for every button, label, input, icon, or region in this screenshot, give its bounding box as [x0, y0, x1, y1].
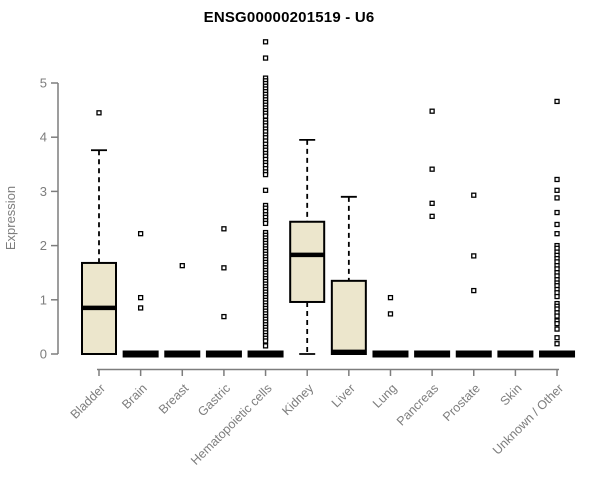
collapsed-box — [497, 350, 534, 358]
iqr-box — [289, 220, 326, 303]
outlier-point — [429, 108, 435, 114]
y-tick-label: 0 — [40, 347, 47, 362]
outlier-point — [471, 287, 477, 294]
collapsed-box — [455, 350, 492, 358]
outlier-point — [554, 326, 560, 332]
y-tick-label: 4 — [40, 130, 47, 145]
box-prostate — [455, 192, 492, 358]
collapsed-box — [247, 350, 284, 358]
box-unknown-other — [539, 98, 576, 358]
outlier-point — [137, 294, 144, 301]
outlier-point — [554, 313, 560, 319]
outlier-point — [471, 192, 477, 198]
collapsed-box — [539, 350, 576, 358]
x-tick-label: Skin — [497, 381, 524, 408]
collapsed-box — [372, 350, 409, 358]
x-tick-label: Breast — [156, 381, 192, 417]
collapsed-box — [414, 350, 451, 358]
outlier-point — [554, 98, 560, 105]
box-liver — [330, 195, 367, 355]
iqr-box — [330, 279, 367, 355]
box-hematopoietic-cells — [247, 39, 284, 358]
chart-title: ENSG00000201519 - U6 — [203, 9, 375, 26]
outlier-point — [387, 294, 394, 301]
x-tick-label: Lung — [370, 381, 400, 411]
outlier-point — [262, 338, 269, 344]
box-brain — [122, 231, 159, 358]
outlier-point — [554, 293, 560, 300]
outlier-point — [554, 195, 560, 201]
x-tick-label: Gastric — [195, 381, 233, 419]
outlier-point — [262, 39, 269, 45]
y-axis-title: Expression — [3, 186, 18, 250]
outlier-point — [137, 305, 144, 311]
x-tick-label: Prostate — [440, 381, 483, 424]
outlier-point — [554, 320, 560, 327]
outlier-point — [262, 220, 269, 227]
x-tick-label: Pancreas — [394, 381, 441, 428]
outlier-point — [429, 166, 435, 172]
outlier-point — [262, 171, 269, 178]
collapsed-box — [205, 350, 242, 358]
y-tick-label: 3 — [40, 184, 47, 199]
outlier-point — [554, 335, 560, 341]
outlier-point — [96, 110, 102, 116]
x-tick-label: Brain — [119, 381, 150, 412]
outlier-point — [554, 176, 560, 183]
collapsed-box — [122, 350, 159, 358]
x-tick-label: Hematopoietic cells — [188, 381, 275, 468]
x-tick-label: Unknown / Other — [490, 381, 566, 457]
outlier-point — [221, 226, 227, 232]
outlier-point — [429, 213, 435, 219]
outlier-point — [262, 113, 269, 119]
outlier-point — [221, 313, 227, 320]
collapsed-box — [164, 350, 201, 358]
box-skin — [497, 350, 534, 358]
outlier-point — [554, 209, 560, 216]
y-tick-label: 2 — [40, 238, 47, 253]
y-tick-label: 5 — [40, 76, 47, 91]
x-tick-label: Liver — [329, 381, 358, 410]
outlier-point — [137, 231, 144, 237]
outlier-point — [179, 263, 185, 269]
outlier-point — [554, 341, 560, 347]
box-bladder — [81, 110, 117, 355]
outlier-point — [554, 221, 560, 228]
outlier-point — [262, 55, 269, 61]
box-kidney — [289, 139, 326, 355]
outlier-point — [262, 343, 269, 349]
x-tick-label: Kidney — [279, 381, 316, 418]
outlier-point — [554, 187, 560, 193]
outlier-point — [554, 231, 560, 237]
y-tick-label: 1 — [40, 292, 47, 307]
box-lung — [372, 294, 409, 358]
x-tick-label: Bladder — [68, 381, 108, 421]
box-gastric — [205, 226, 242, 358]
outlier-point — [429, 200, 435, 206]
outlier-point — [262, 187, 269, 193]
box-pancreas — [414, 108, 451, 358]
outlier-point — [387, 311, 394, 317]
box-breast — [164, 263, 201, 358]
outlier-point — [221, 265, 227, 271]
outlier-point — [471, 253, 477, 259]
